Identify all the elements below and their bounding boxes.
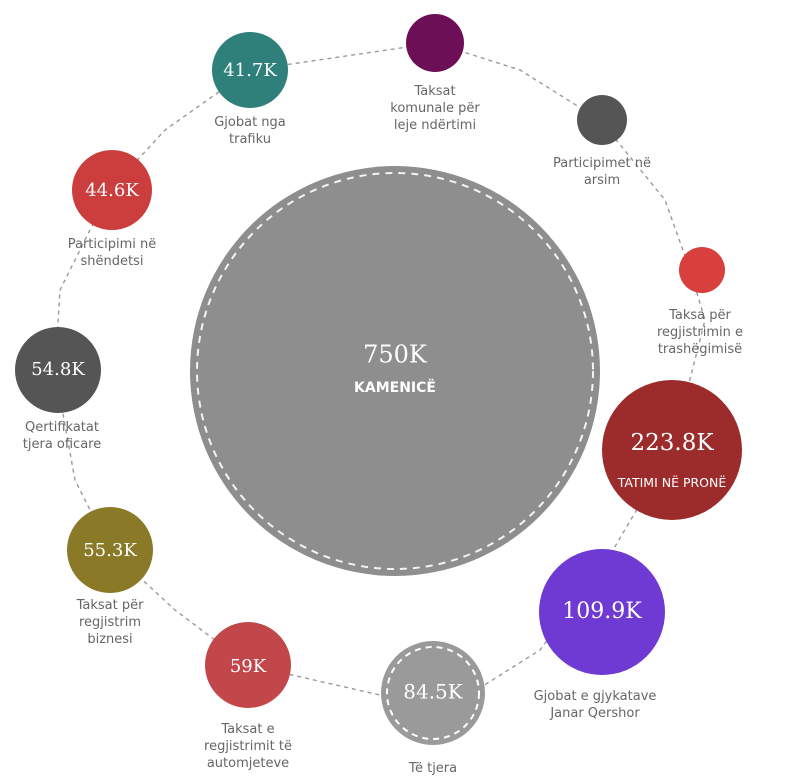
- bubble-label-line: Participimi në: [68, 237, 157, 252]
- bubble-label-line: leje ndërtimi: [394, 118, 476, 133]
- bubble-label-line: Taksat e: [220, 722, 274, 737]
- bubble-circle: [72, 150, 152, 230]
- bubble-label-line: Taksat për: [76, 598, 145, 613]
- bubble-value: 59K: [230, 656, 267, 677]
- bubble-label: Participimet në arsim: [553, 156, 651, 188]
- bubble-label: Taksat për regjistrim biznesi: [76, 598, 145, 647]
- center-value: 750K: [363, 341, 428, 369]
- bubble-item[interactable]: 109.9K Gjobat e gjykatave Janar Qershor: [534, 549, 665, 721]
- bubble-label-line: trafiku: [229, 132, 271, 147]
- bubble-label: Gjobat e gjykatave Janar Qershor: [534, 689, 657, 721]
- bubble-label: Qertifikatat tjera oficare: [23, 420, 101, 452]
- bubble-label-line: Taksat: [413, 84, 455, 99]
- bubble-circle: [539, 549, 665, 675]
- bubble-label: Të tjera: [408, 761, 457, 776]
- bubble-label-line: tjera oficare: [23, 437, 101, 452]
- bubble-label-line: regjistrim: [79, 615, 141, 630]
- bubble-value: 41.7K: [223, 60, 277, 81]
- bubble-label-line: Gjobat nga: [214, 115, 286, 130]
- bubble-circle: [577, 95, 627, 145]
- bubble-label-line: Taksa për: [668, 308, 731, 323]
- bubble-label: Taksat e regjistrimit të automjeteve: [204, 722, 292, 771]
- bubble-item[interactable]: 59K Taksat e regjistrimit të automjeteve: [204, 622, 292, 771]
- bubble-label-line: shëndetsi: [81, 254, 144, 269]
- outer-bubbles: Taksat komunale për leje ndërtimi Participi…: [15, 14, 743, 776]
- bubble-item[interactable]: 84.5K Të tjera: [381, 641, 485, 776]
- bubble-label-line: Të tjera: [408, 761, 457, 776]
- bubble-label: Taksat komunale për leje ndërtimi: [390, 84, 480, 133]
- bubble-item[interactable]: Taksa për regjistrimin e trashëgimisë: [657, 247, 743, 357]
- bubble-label-line: automjeteve: [207, 756, 289, 771]
- bubble-label-line: trashëgimisë: [658, 342, 742, 357]
- center-dashed-border: [196, 172, 594, 570]
- bubble-circle: [679, 247, 725, 293]
- bubble-label-line: Gjobat e gjykatave: [534, 689, 657, 704]
- bubble-value: 109.9K: [562, 599, 642, 624]
- bubble-label: Participimi në shëndetsi: [68, 237, 157, 269]
- bubble-label-line: Participimet në: [553, 156, 651, 171]
- bubble-item[interactable]: 223.8K TATIMI NË PRONË: [602, 380, 742, 520]
- bubble-circle: [67, 507, 153, 593]
- bubble-label-line: Qertifikatat: [25, 420, 99, 435]
- bubble-label-line: regjistrimin e: [657, 325, 743, 340]
- bubble-value: 55.3K: [83, 540, 137, 561]
- bubble-circle: [212, 32, 288, 108]
- bubble-name: TATIMI NË PRONË: [617, 475, 727, 490]
- bubble-item[interactable]: 41.7K Gjobat nga trafiku: [212, 32, 288, 147]
- bubble-value: 84.5K: [403, 680, 464, 704]
- bubble-dashed-border: [386, 646, 480, 740]
- bubble-circle: [406, 14, 464, 72]
- bubble-item[interactable]: 55.3K Taksat për regjistrim biznesi: [67, 507, 153, 647]
- center-circle: [190, 166, 600, 576]
- bubble-item[interactable]: Taksat komunale për leje ndërtimi: [390, 14, 480, 133]
- bubble-circle: [381, 641, 485, 745]
- bubble-label-line: komunale për: [390, 101, 480, 116]
- bubble-label-line: Janar Qershor: [549, 706, 640, 721]
- bubble-value: 223.8K: [630, 430, 714, 456]
- bubble-value: 54.8K: [31, 359, 85, 380]
- bubble-item[interactable]: 54.8K Qertifikatat tjera oficare: [15, 327, 101, 452]
- bubble-label: Gjobat nga trafiku: [214, 115, 286, 147]
- center-name: KAMENICË: [354, 379, 436, 396]
- bubble-label: Taksa për regjistrimin e trashëgimisë: [657, 308, 743, 357]
- bubble-item[interactable]: Participimet në arsim: [553, 95, 651, 188]
- bubble-label-line: biznesi: [87, 632, 132, 647]
- bubble-circle: [205, 622, 291, 708]
- center-bubble[interactable]: 750K KAMENICË: [190, 166, 600, 576]
- bubble-circle: [602, 380, 742, 520]
- bubble-value: 44.6K: [85, 180, 139, 201]
- bubble-label-line: arsim: [584, 173, 620, 188]
- bubble-circle: [15, 327, 101, 413]
- bubble-label-line: regjistrimit të: [204, 739, 292, 754]
- bubble-item[interactable]: 44.6K Participimi në shëndetsi: [68, 150, 157, 269]
